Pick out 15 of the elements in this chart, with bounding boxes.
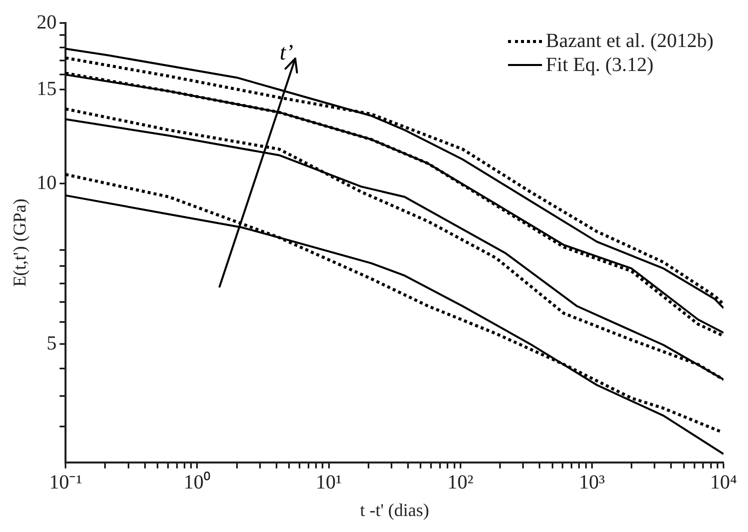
x-axis-title: t -t' (dias): [360, 500, 430, 520]
x-tick-label: 10⁻¹: [49, 472, 82, 494]
annotation: t’: [280, 39, 294, 64]
legend-label: Fit Eq. (3.12): [546, 53, 654, 77]
x-tick-label: 10⁰: [184, 470, 211, 494]
y-tick-label: 20: [36, 11, 57, 34]
x-tick-label: 10⁴: [710, 472, 738, 494]
y-axis-title: E(t,t') (GPa): [10, 198, 30, 287]
x-tick-label: 10²: [447, 472, 474, 494]
y-tick-label: 5: [46, 332, 57, 354]
x-tick-label: 10¹: [316, 472, 342, 494]
y-tick-label: 10: [36, 172, 57, 194]
y-tick-label: 15: [36, 78, 57, 100]
x-tick-label: 10³: [578, 472, 605, 494]
legend-label: Bazant et al. (2012b): [546, 29, 714, 53]
